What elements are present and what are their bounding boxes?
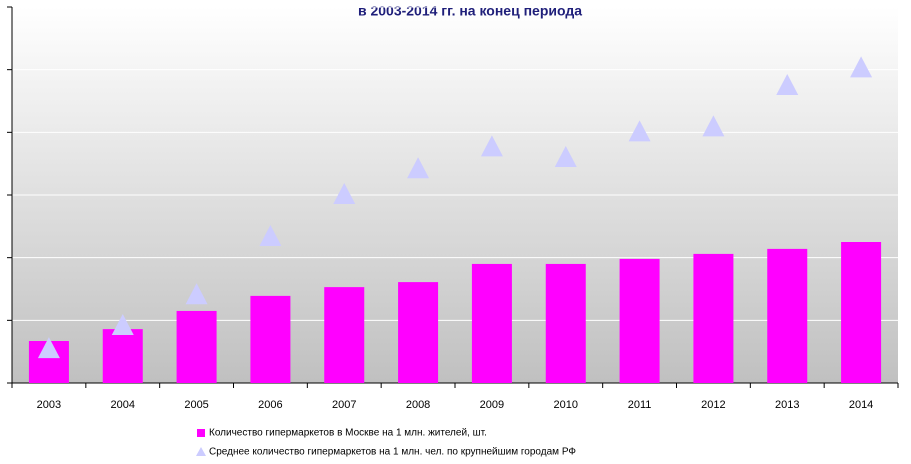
bar xyxy=(841,242,882,383)
x-tick-label: 2005 xyxy=(184,399,208,411)
bar xyxy=(619,258,660,383)
bar xyxy=(102,329,143,383)
triangle-marker xyxy=(850,56,873,78)
triangle-marker xyxy=(628,120,651,142)
triangle-marker xyxy=(185,283,208,305)
triangle-marker xyxy=(407,157,430,179)
bar xyxy=(324,287,365,383)
triangle-marker xyxy=(554,146,577,168)
bar xyxy=(545,263,586,383)
x-tick-label: 2014 xyxy=(849,399,873,411)
x-tick-label: 2011 xyxy=(628,399,652,411)
bar xyxy=(176,310,217,383)
triangle-marker xyxy=(111,313,134,335)
x-tick-label: 2004 xyxy=(111,399,135,411)
legend-label: Количество гипермаркетов в Москве на 1 м… xyxy=(209,428,487,439)
triangle-marker xyxy=(702,115,725,137)
chart-title: в 2003-2014 гг. на конец периода xyxy=(358,3,582,19)
x-tick-label: 2007 xyxy=(332,399,356,411)
bar xyxy=(250,295,291,383)
x-tick-label: 2012 xyxy=(701,399,725,411)
x-tick-label: 2009 xyxy=(480,399,504,411)
triangle-marker xyxy=(480,135,503,157)
legend-swatch xyxy=(197,429,205,437)
x-tick-label: 2006 xyxy=(258,399,282,411)
legend-label: Среднее количество гипермаркетов на 1 мл… xyxy=(209,447,576,458)
triangle-marker xyxy=(37,337,60,359)
bar xyxy=(693,253,734,383)
bar xyxy=(471,263,512,383)
triangle-marker xyxy=(333,183,356,204)
triangle-marker xyxy=(776,73,799,95)
x-tick-label: 2008 xyxy=(406,399,430,411)
bar xyxy=(398,282,439,383)
bar xyxy=(767,248,808,383)
x-tick-label: 2003 xyxy=(37,399,61,411)
x-tick-label: 2013 xyxy=(775,399,799,411)
x-tick-label: 2010 xyxy=(554,399,578,411)
triangle-marker xyxy=(259,224,282,246)
legend-swatch xyxy=(196,447,206,456)
